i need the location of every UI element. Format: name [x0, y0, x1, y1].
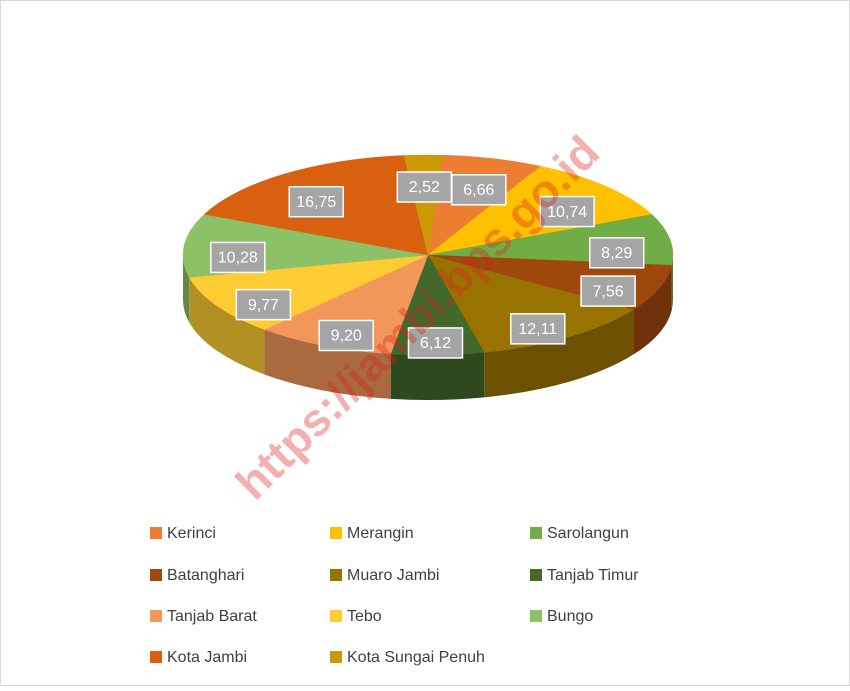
legend-swatch	[150, 527, 162, 539]
data-label: 9,20	[318, 319, 375, 352]
data-label-box	[510, 313, 566, 345]
legend-label: Sarolangun	[547, 525, 629, 542]
legend-label: Kota Sungai Penuh	[347, 649, 485, 666]
data-label-text: 12,11	[518, 321, 557, 338]
data-label-text: 16,75	[296, 194, 336, 211]
data-label: 2,52	[396, 171, 453, 203]
data-label-text: 6,66	[463, 182, 494, 199]
data-label-text: 9,20	[331, 328, 362, 345]
legend-label: Kerinci	[167, 525, 216, 542]
slice-side	[183, 255, 190, 323]
slice-side	[390, 352, 485, 400]
legend-swatch	[330, 610, 342, 622]
slice	[427, 254, 634, 353]
data-label-text: 8,29	[601, 245, 632, 262]
data-label: 6,12	[407, 327, 464, 359]
legend-swatch	[530, 569, 542, 581]
data-label: 10,28	[210, 241, 266, 274]
slice-side	[189, 277, 265, 375]
legend-swatch	[150, 610, 162, 622]
slice-side	[484, 309, 634, 398]
legend-label: Tanjab Timur	[547, 567, 639, 584]
data-label-box	[580, 275, 636, 307]
data-label-box	[235, 288, 292, 321]
data-label-box	[318, 319, 375, 352]
slice-side	[671, 255, 673, 311]
legend-label: Tanjab Barat	[167, 608, 257, 625]
legend-swatch	[530, 610, 542, 622]
data-label: 12,11	[510, 313, 566, 345]
data-label-text: 10,74	[547, 204, 587, 221]
legend-swatch	[150, 651, 162, 663]
legend-swatch	[530, 527, 542, 539]
data-label-box	[588, 237, 645, 269]
legend-swatch	[330, 651, 342, 663]
legend-swatch	[150, 569, 162, 581]
slice-side	[264, 329, 391, 399]
data-label-box	[288, 185, 345, 218]
data-label-box	[451, 174, 507, 206]
data-label: 6,66	[451, 174, 507, 206]
data-label: 7,56	[580, 275, 636, 307]
data-label-text: 6,12	[420, 335, 451, 352]
data-label: 10,74	[539, 195, 595, 228]
data-label-box	[396, 171, 453, 203]
data-label-box	[539, 195, 595, 228]
legend-swatch	[330, 569, 342, 581]
data-label: 16,75	[288, 185, 345, 218]
legend-label: Bungo	[547, 608, 593, 625]
legend-label: Merangin	[347, 525, 414, 542]
data-label-text: 7,56	[593, 283, 624, 300]
legend-label: Batanghari	[167, 567, 244, 584]
data-label-box	[210, 241, 266, 274]
legend-label: Kota Jambi	[167, 649, 247, 666]
data-label: 8,29	[588, 237, 645, 269]
legend-label: Tebo	[347, 608, 382, 625]
data-label-text: 2,52	[409, 179, 440, 196]
slice-side	[633, 265, 672, 355]
data-label-text: 10,28	[218, 250, 258, 267]
data-label: 9,77	[235, 288, 292, 321]
legend-label: Muaro Jambi	[347, 567, 439, 584]
data-label-box	[407, 327, 464, 359]
data-label-text: 9,77	[248, 297, 279, 314]
legend-swatch	[330, 527, 342, 539]
